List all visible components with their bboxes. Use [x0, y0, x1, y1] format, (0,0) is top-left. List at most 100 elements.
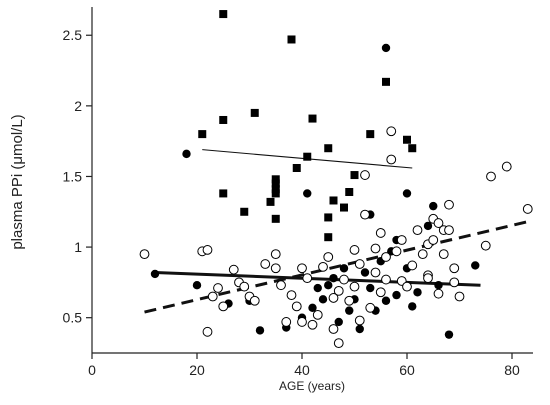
- point-circle-open: [375, 287, 386, 298]
- point-circle-filled: [345, 306, 354, 315]
- point-square-filled: [345, 188, 354, 197]
- point-circle-filled: [150, 269, 160, 279]
- point-circle-open: [412, 225, 423, 236]
- point-circle-open: [444, 225, 454, 236]
- point-circle-open: [433, 218, 444, 228]
- y-tick-label: 2: [74, 98, 82, 114]
- point-circle-open: [480, 240, 491, 251]
- point-circle-open: [438, 249, 449, 260]
- point-circle-open: [423, 273, 433, 284]
- point-square-filled: [303, 152, 312, 161]
- point-circle-open: [381, 252, 391, 262]
- point-circle-open: [402, 281, 412, 292]
- point-circle-filled: [381, 296, 391, 305]
- point-circle-open: [522, 204, 533, 214]
- point-circle-open: [354, 259, 365, 269]
- data-points: [139, 10, 533, 349]
- point-circle-filled: [381, 43, 391, 53]
- point-circle-open: [365, 302, 376, 313]
- point-circle-open: [249, 295, 260, 306]
- point-circle-open: [239, 281, 250, 292]
- x-tick-label: 20: [189, 362, 205, 378]
- point-circle-filled: [339, 264, 349, 273]
- x-axis-label: AGE (years): [279, 379, 345, 393]
- point-square-filled: [308, 114, 317, 123]
- point-circle-open: [281, 317, 292, 327]
- point-circle-open: [370, 267, 381, 278]
- point-circle-open: [297, 317, 307, 327]
- point-square-filled: [250, 108, 259, 117]
- point-square-filled: [408, 144, 417, 153]
- point-square-filled: [366, 130, 375, 139]
- point-circle-open: [375, 228, 386, 238]
- y-ticks: 0.5 1 1.5 2 2.5: [63, 27, 92, 326]
- point-circle-open: [228, 264, 239, 275]
- point-circle-filled: [255, 326, 265, 335]
- point-square-filled: [292, 163, 301, 172]
- point-circle-filled: [402, 189, 412, 198]
- point-square-filled: [198, 130, 207, 139]
- point-circle-open: [260, 259, 271, 269]
- point-circle-filled: [360, 268, 370, 277]
- point-circle-open: [276, 280, 286, 291]
- point-circle-open: [323, 252, 334, 262]
- x-tick-label: 80: [504, 362, 520, 378]
- point-circle-open: [218, 301, 229, 312]
- point-square-filled: [271, 185, 280, 194]
- point-circle-filled: [313, 283, 322, 293]
- point-circle-filled: [329, 273, 338, 283]
- point-circle-filled: [355, 324, 364, 334]
- point-square-filled: [266, 197, 275, 206]
- point-circle-filled: [303, 189, 312, 198]
- point-circle-open: [386, 154, 397, 165]
- point-circle-filled: [318, 295, 328, 304]
- point-circle-open: [297, 263, 307, 274]
- point-circle-open: [486, 171, 496, 182]
- point-square-filled: [271, 214, 280, 223]
- point-circle-filled: [182, 149, 191, 159]
- y-axis-label: plasma PPi (μmol/L): [9, 114, 26, 249]
- point-square-filled: [324, 144, 333, 153]
- point-square-filled: [403, 135, 411, 144]
- point-circle-open: [139, 249, 150, 260]
- point-circle-open: [354, 315, 365, 326]
- point-circle-open: [202, 245, 213, 255]
- point-circle-open: [386, 126, 397, 137]
- point-circle-open: [328, 324, 339, 334]
- x-tick-label: 40: [294, 362, 310, 378]
- y-tick-label: 1: [74, 239, 82, 255]
- point-square-filled: [329, 196, 338, 205]
- point-circle-open: [291, 301, 302, 312]
- point-circle-open: [270, 263, 281, 274]
- trend-line-solid: [154, 271, 481, 287]
- y-tick-label: 0.5: [63, 310, 83, 326]
- point-square-filled: [287, 35, 296, 44]
- y-tick-label: 1.5: [63, 168, 83, 184]
- point-circle-filled: [413, 288, 422, 297]
- point-circle-open: [360, 209, 370, 220]
- point-square-filled: [240, 207, 249, 216]
- point-square-filled: [324, 233, 333, 242]
- point-square-filled: [271, 175, 280, 184]
- x-tick-label: 60: [399, 362, 415, 378]
- point-circle-open: [344, 295, 355, 306]
- x-ticks: 0 20 40 60 80: [88, 353, 520, 378]
- point-circle-open: [270, 249, 281, 260]
- point-circle-open: [339, 274, 349, 285]
- point-circle-open: [391, 246, 402, 257]
- point-circle-open: [433, 288, 444, 299]
- point-circle-open: [428, 235, 439, 245]
- y-tick-label: 2.5: [63, 27, 83, 43]
- point-circle-open: [333, 338, 344, 349]
- point-circle-open: [454, 291, 465, 302]
- point-square-filled: [219, 10, 228, 19]
- point-circle-open: [501, 161, 512, 172]
- point-circle-open: [349, 245, 360, 255]
- point-circle-filled: [423, 221, 433, 231]
- axes: [91, 7, 533, 354]
- point-circle-filled: [434, 281, 443, 290]
- point-circle-open: [449, 263, 460, 274]
- point-circle-filled: [366, 283, 375, 293]
- point-circle-filled: [192, 281, 202, 290]
